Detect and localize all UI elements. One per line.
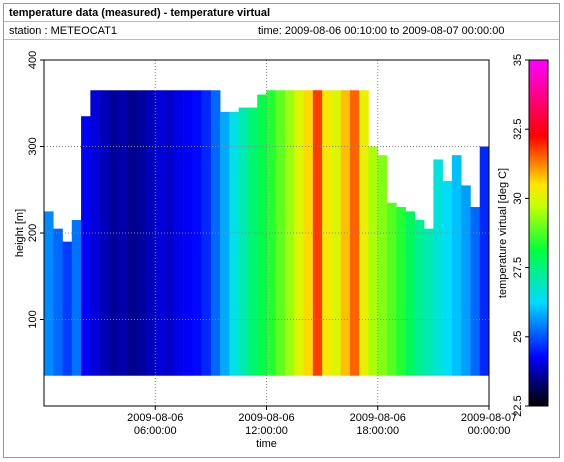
heatmap-cell bbox=[331, 90, 341, 376]
heatmap-cell bbox=[424, 228, 434, 376]
heatmap-cell bbox=[62, 241, 73, 376]
heatmap-cell bbox=[340, 90, 351, 376]
colorbar-tick-label: 25 bbox=[512, 331, 524, 343]
heatmap-cell bbox=[349, 90, 360, 376]
heatmap-cell bbox=[238, 107, 249, 376]
heatmap-cell bbox=[81, 116, 91, 376]
heatmap-cell bbox=[442, 181, 453, 376]
chart-title: temperature data (measured) - temperatur… bbox=[9, 7, 270, 19]
colorbar bbox=[528, 59, 549, 407]
heatmap-cell bbox=[405, 211, 416, 376]
heatmap-cell bbox=[479, 146, 490, 376]
plot-frame bbox=[43, 59, 490, 407]
heatmap-cell bbox=[414, 220, 425, 376]
colorbar-label: temperature virtual [deg C] bbox=[497, 168, 509, 298]
x-tick-label: 2009-08-06 18:00:00 bbox=[349, 412, 406, 437]
heatmap-cell bbox=[136, 90, 147, 376]
colorbar-tick-label: 27.5 bbox=[512, 257, 524, 278]
y-tick-label: 400 bbox=[27, 51, 39, 69]
colorbar-tick-label: 30 bbox=[512, 192, 524, 204]
heatmap-cell bbox=[145, 90, 156, 376]
heatmap-cell bbox=[229, 111, 239, 376]
y-tick-label: 100 bbox=[27, 310, 39, 328]
colorbar-tick-label: 22.5 bbox=[512, 395, 524, 416]
colorbar-tick-label: 35 bbox=[512, 54, 524, 66]
heatmap-cell bbox=[359, 90, 369, 376]
heatmap-cell bbox=[183, 90, 193, 376]
heatmap-cell bbox=[368, 146, 379, 376]
y-axis-label: height [m] bbox=[14, 209, 26, 257]
y-tick-label: 200 bbox=[27, 224, 39, 242]
x-tick-label: 2009-08-06 06:00:00 bbox=[127, 412, 184, 437]
heatmap-cell bbox=[470, 207, 481, 376]
x-tick-label: 2009-08-06 12:00:00 bbox=[238, 412, 295, 437]
heatmap-cell bbox=[173, 90, 184, 376]
colorbar-tick-label: 32.5 bbox=[512, 118, 524, 139]
heatmap-cell bbox=[451, 155, 462, 376]
heatmap-cell bbox=[387, 202, 397, 376]
time-range: time: 2009-08-06 00:10:00 to 2009-08-07 … bbox=[258, 25, 504, 37]
station: station : METEOCAT1 bbox=[9, 25, 117, 37]
heatmap-cell bbox=[164, 90, 175, 376]
heatmap-cell bbox=[377, 155, 388, 376]
y-tick-label: 300 bbox=[27, 137, 39, 155]
heatmap-cell bbox=[433, 159, 443, 376]
x-axis-label: time bbox=[256, 438, 277, 450]
heatmap-cell bbox=[266, 90, 277, 376]
outer-border bbox=[3, 3, 560, 458]
heatmap-cell bbox=[275, 90, 286, 376]
heatmap-cell bbox=[155, 90, 165, 376]
heatmap-cell bbox=[285, 90, 295, 376]
heatmap-cell bbox=[247, 107, 258, 376]
heatmap-cell bbox=[44, 211, 54, 376]
x-tick-label: 2009-08-07 00:00:00 bbox=[460, 412, 518, 437]
heatmap-cell bbox=[220, 111, 230, 376]
heatmap-cell bbox=[53, 228, 63, 376]
heatmap-cell bbox=[461, 185, 471, 376]
heatmap-cell bbox=[257, 94, 267, 376]
heatmap-cell bbox=[71, 220, 82, 376]
heatmap-cell bbox=[396, 207, 406, 376]
heatmap-cell bbox=[127, 90, 138, 376]
